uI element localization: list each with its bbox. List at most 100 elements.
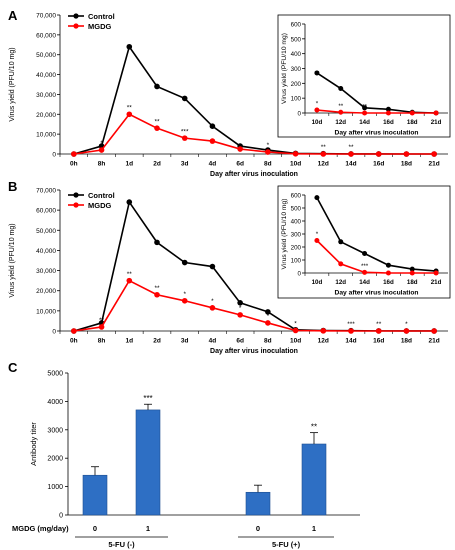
group-label: 5-FU (+) — [272, 540, 301, 549]
y-tick-label: 70,000 — [36, 188, 56, 195]
legend-label-mgdg: MGDG — [88, 201, 111, 210]
x-tick-label: 21d — [429, 161, 440, 168]
x-tick-label: 16d — [373, 161, 384, 168]
legend-label-control: Control — [88, 191, 115, 200]
point-mgdg — [126, 111, 133, 118]
point-control — [385, 106, 391, 112]
significance-mark: ** — [362, 104, 367, 111]
point-mgdg — [265, 149, 271, 155]
significance-mark: ** — [321, 144, 327, 151]
legend-label-mgdg: MGDG — [88, 22, 111, 31]
point-mgdg — [71, 328, 77, 334]
significance-mark: ** — [311, 423, 317, 432]
significance-mark: ** — [127, 271, 133, 278]
significance-mark: * — [183, 291, 186, 298]
point-mgdg — [320, 328, 327, 334]
y-axis-label: Virus yield (PFU/10 mg) — [9, 223, 16, 297]
y-tick-label: 300 — [291, 232, 302, 239]
significance-mark: ** — [99, 317, 105, 324]
point-mgdg — [385, 270, 391, 276]
significance-mark: ** — [154, 285, 160, 292]
significance-mark: ** — [338, 103, 343, 110]
point-control — [362, 251, 368, 256]
chart-a-main: 0 10,000 20,000 30,000 40,000 50,000 60,000 70,… — [9, 12, 448, 178]
y-tick-label: 60,000 — [36, 208, 56, 215]
significance-mark: * — [211, 298, 214, 305]
point-mgdg — [292, 327, 299, 334]
x-tick-label: 0h — [70, 161, 78, 168]
point-control — [181, 259, 188, 266]
point-control — [314, 70, 320, 76]
point-control — [209, 263, 216, 270]
row-label: MGDG (mg/day) — [12, 524, 69, 533]
significance-mark: * — [316, 231, 319, 238]
point-control — [126, 43, 133, 50]
significance-mark: * — [267, 142, 270, 149]
chart-c: 0 1000 2000 3000 4000 5000 Antibody titer 0 *** 1… — [12, 371, 360, 549]
significance-mark: ** — [386, 264, 391, 271]
y-axis-label: Virus yield (PFU/10 mg) — [281, 33, 288, 104]
y-tick-label: 30,000 — [36, 92, 56, 99]
y-tick-label: 0 — [298, 111, 302, 118]
legend-marker-control — [73, 192, 79, 198]
significance-mark: *** — [181, 128, 189, 135]
y-tick-label: 5000 — [47, 371, 63, 378]
y-tick-label: 0 — [52, 329, 56, 336]
series-line-mgdg — [316, 109, 437, 114]
y-tick-label: 0 — [298, 271, 302, 278]
x-tick-label: 4d — [209, 161, 217, 168]
bar — [135, 409, 161, 516]
significance-mark: * — [405, 321, 408, 328]
point-mgdg — [403, 151, 410, 157]
point-mgdg — [431, 328, 437, 334]
point-mgdg — [237, 146, 243, 152]
significance-mark: ** — [376, 321, 382, 328]
x-tick-label: 3d — [181, 338, 189, 345]
x-axis-label: Day after virus inoculation — [335, 129, 419, 136]
point-mgdg — [292, 151, 299, 157]
point-mgdg — [409, 270, 415, 276]
significance-mark: *** — [361, 263, 369, 270]
bar — [245, 491, 271, 516]
point-mgdg — [209, 305, 216, 311]
category-label: 0 — [256, 524, 260, 533]
point-mgdg — [237, 312, 243, 318]
chart-b-inset: 0 100 200 300 400 500 600 10d 12d 14d 16d 18d 21d Day… — [277, 185, 451, 299]
x-tick-label: 10d — [290, 338, 301, 345]
point-control — [409, 266, 415, 272]
y-tick-label: 200 — [291, 245, 302, 252]
point-mgdg — [338, 109, 344, 115]
x-tick-label: 10d — [290, 161, 301, 168]
significance-mark: *** — [143, 394, 152, 403]
point-control — [265, 309, 271, 315]
point-mgdg — [348, 151, 354, 157]
y-axis-label: Virus yield (PFU/10 mg) — [281, 199, 288, 270]
bar — [301, 443, 327, 516]
x-tick-label: 21d — [431, 279, 442, 286]
x-tick-label: 6d — [236, 161, 244, 168]
point-mgdg — [433, 110, 439, 116]
point-mgdg — [154, 125, 160, 131]
y-tick-label: 600 — [291, 22, 302, 29]
y-tick-label: 40,000 — [36, 248, 56, 255]
point-mgdg — [431, 151, 437, 157]
point-mgdg — [98, 324, 105, 330]
point-mgdg — [403, 328, 410, 334]
x-tick-label: 8h — [98, 161, 106, 168]
point-mgdg — [98, 147, 105, 153]
point-control — [181, 95, 188, 102]
x-tick-label: 12d — [335, 119, 346, 126]
significance-mark: ** — [348, 144, 354, 151]
x-tick-label: 12d — [318, 338, 329, 345]
significance-mark: ** — [154, 118, 160, 125]
bar — [82, 474, 108, 516]
x-axis-label: Day after virus inoculation — [335, 289, 419, 296]
point-control — [154, 83, 160, 90]
y-axis-label: Antibody titer — [29, 422, 38, 466]
x-tick-label: 3d — [181, 161, 189, 168]
x-tick-label: 10d — [312, 279, 323, 286]
point-control — [126, 199, 133, 205]
chart-a-inset: 0 100 200 300 400 500 600 10d 12d 14d 16d 18d 21d Day… — [277, 14, 451, 138]
x-axis-label: Day after virus inoculation — [210, 171, 298, 178]
